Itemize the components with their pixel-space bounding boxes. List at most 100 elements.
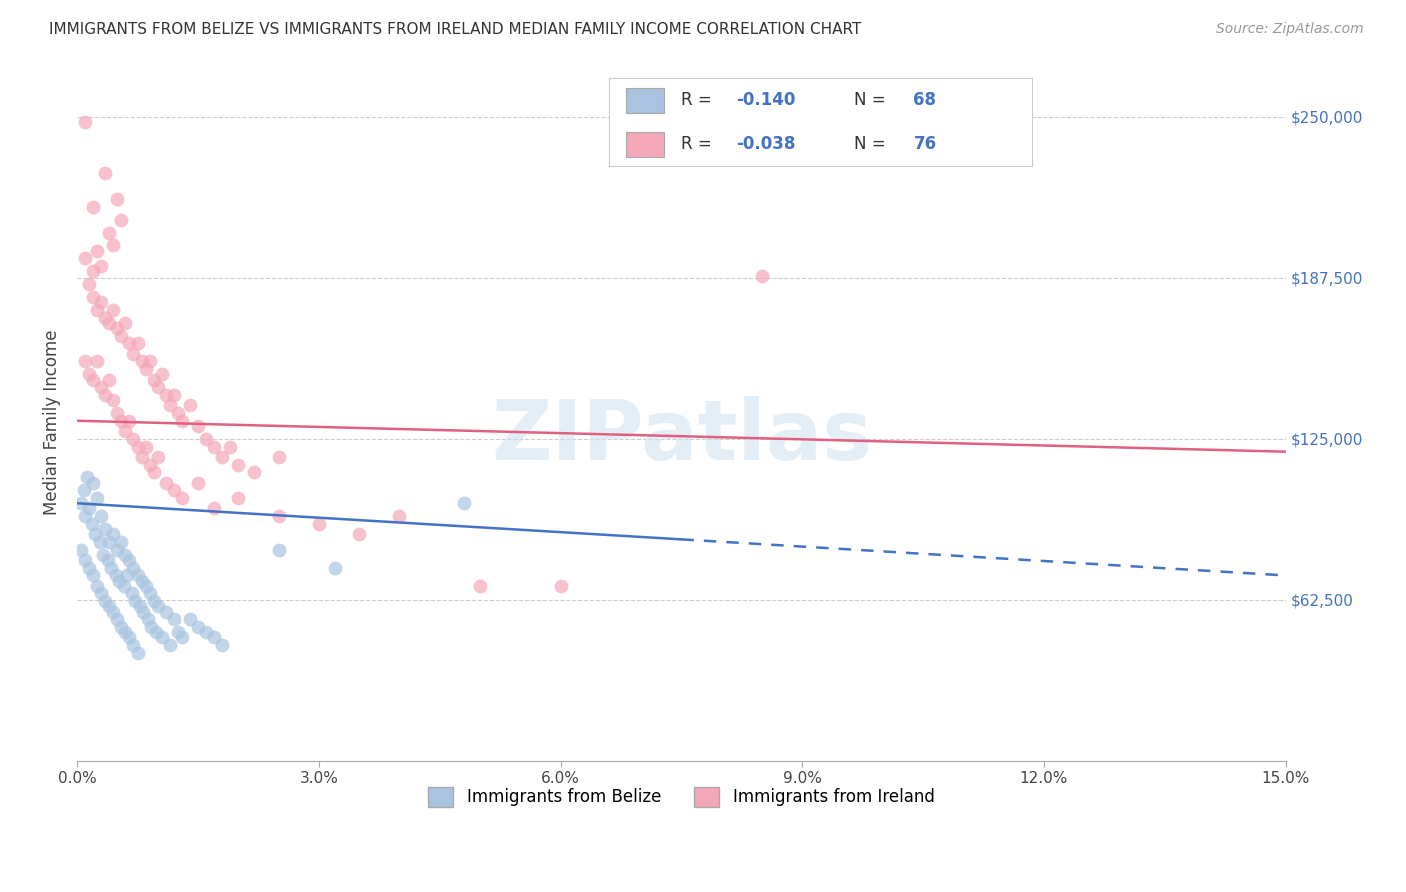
Point <box>70 496 93 510</box>
Point <box>77 560 100 574</box>
Point <box>163 388 186 402</box>
Point <box>219 440 242 454</box>
Point <box>114 424 136 438</box>
Point <box>135 362 157 376</box>
Point <box>75 553 97 567</box>
Point <box>453 496 475 510</box>
Point <box>150 368 173 382</box>
Point <box>110 212 132 227</box>
Point <box>82 290 104 304</box>
Point <box>83 527 105 541</box>
Point <box>86 302 108 317</box>
Point <box>127 646 149 660</box>
Point <box>127 568 149 582</box>
Point <box>124 594 146 608</box>
Y-axis label: Median Family Income: Median Family Income <box>44 330 60 516</box>
Point <box>187 475 209 490</box>
Point <box>138 586 160 600</box>
Point <box>170 414 193 428</box>
Point <box>166 625 188 640</box>
Point <box>103 238 125 252</box>
Point <box>136 612 159 626</box>
Point <box>135 579 157 593</box>
Point <box>76 470 98 484</box>
Point <box>103 605 125 619</box>
Point <box>94 310 117 325</box>
Point <box>170 630 193 644</box>
Point <box>127 336 149 351</box>
Point <box>110 414 132 428</box>
Point <box>388 509 411 524</box>
Point <box>211 450 233 464</box>
Point <box>550 579 572 593</box>
Point <box>75 509 97 524</box>
Legend: Immigrants from Belize, Immigrants from Ireland: Immigrants from Belize, Immigrants from … <box>422 780 941 814</box>
Point <box>98 535 121 549</box>
Point <box>90 380 112 394</box>
Point <box>90 586 112 600</box>
Point <box>75 114 97 128</box>
Point <box>98 372 121 386</box>
Point <box>114 316 136 330</box>
Point <box>105 612 128 626</box>
Point <box>86 491 108 505</box>
Point <box>90 295 112 310</box>
Point <box>86 354 108 368</box>
Point <box>70 542 93 557</box>
Point <box>72 483 94 498</box>
Point <box>110 535 132 549</box>
Point <box>141 620 163 634</box>
Point <box>86 244 108 258</box>
Point <box>80 516 103 531</box>
Point <box>127 440 149 454</box>
Point <box>91 548 114 562</box>
Point <box>110 328 132 343</box>
Point <box>202 630 225 644</box>
Point <box>82 264 104 278</box>
Point <box>751 269 773 284</box>
Point <box>115 568 138 582</box>
Point <box>122 638 145 652</box>
Point <box>132 605 155 619</box>
Point <box>146 450 169 464</box>
Point <box>94 522 117 536</box>
Point <box>211 638 233 652</box>
Point <box>75 354 97 368</box>
Point <box>155 388 177 402</box>
Point <box>112 579 135 593</box>
Point <box>142 372 165 386</box>
Point <box>138 458 160 472</box>
Point <box>195 432 218 446</box>
Point <box>226 458 249 472</box>
Point <box>146 599 169 614</box>
Point <box>131 354 153 368</box>
Point <box>82 200 104 214</box>
Point <box>170 491 193 505</box>
Point <box>179 612 201 626</box>
Point <box>122 432 145 446</box>
Point <box>98 599 121 614</box>
Point <box>142 594 165 608</box>
Point <box>195 625 218 640</box>
Point <box>179 398 201 412</box>
Point <box>243 466 266 480</box>
Point <box>82 568 104 582</box>
Point <box>159 638 181 652</box>
Point <box>108 574 131 588</box>
Point <box>146 380 169 394</box>
Point <box>145 625 167 640</box>
Point <box>267 509 290 524</box>
Point <box>89 535 111 549</box>
Point <box>114 548 136 562</box>
Point <box>323 560 346 574</box>
Point <box>110 620 132 634</box>
Point <box>187 418 209 433</box>
Point <box>105 406 128 420</box>
Point <box>163 483 186 498</box>
Point <box>122 347 145 361</box>
Point <box>103 527 125 541</box>
Point <box>98 316 121 330</box>
Point <box>308 516 330 531</box>
Point <box>267 542 290 557</box>
Point <box>468 579 491 593</box>
